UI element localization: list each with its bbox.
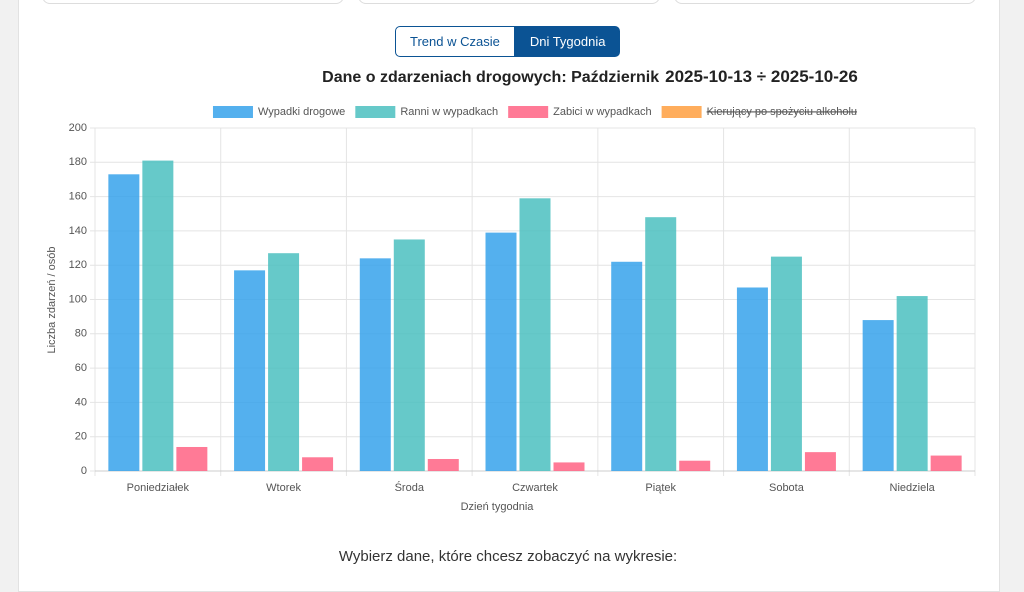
bar bbox=[770, 256, 802, 471]
x-tick-label: Niedziela bbox=[890, 482, 936, 494]
bar bbox=[427, 458, 459, 471]
x-tick-label: Sobota bbox=[769, 482, 805, 494]
tab[interactable]: Dni Tygodnia bbox=[514, 26, 621, 57]
chart: Dane o zdarzeniach drogowych: Październi… bbox=[46, 67, 976, 513]
y-tick-label: 160 bbox=[69, 191, 87, 203]
y-tick-label: 140 bbox=[69, 225, 87, 237]
prompt: Wybierz dane, które chcesz zobaczyć na w… bbox=[338, 548, 678, 565]
legend-label: Wypadki drogowe bbox=[258, 106, 345, 118]
bar bbox=[611, 261, 643, 471]
y-tick-label: 60 bbox=[75, 362, 87, 374]
x-tick-label: Piątek bbox=[645, 482, 676, 494]
bar bbox=[519, 198, 551, 471]
tab-bar: Trend w Czasie Dni Tygodnia bbox=[395, 26, 621, 57]
bar bbox=[930, 455, 962, 471]
bar bbox=[553, 462, 585, 471]
chart-title: Dane o zdarzeniach drogowych: Październi… bbox=[322, 67, 858, 86]
x-axis-label: Dzień tygodnia bbox=[461, 501, 535, 513]
y-tick-label: 120 bbox=[69, 259, 87, 271]
bar bbox=[804, 452, 836, 471]
y-tick-label: 40 bbox=[75, 396, 87, 408]
y-tick-label: 80 bbox=[75, 328, 87, 340]
bar bbox=[736, 287, 768, 471]
y-tick-label: 180 bbox=[69, 156, 87, 168]
y-tick-label: 100 bbox=[69, 293, 87, 305]
bar bbox=[645, 217, 677, 471]
bar bbox=[268, 253, 300, 471]
tab[interactable]: Trend w Czasie bbox=[395, 26, 515, 57]
legend-swatch bbox=[508, 106, 549, 118]
x-tick-label: Czwartek bbox=[512, 482, 558, 494]
legend-swatch bbox=[661, 106, 702, 118]
bar bbox=[234, 270, 266, 471]
legend-label: Zabici w wypadkach bbox=[553, 106, 651, 118]
bar bbox=[896, 296, 928, 471]
y-axis-label: Liczba zdarzeń / osób bbox=[46, 246, 58, 353]
bar bbox=[302, 457, 334, 471]
legend-label: Ranni w wypadkach bbox=[400, 106, 498, 118]
page: Trend w Czasie Dni Tygodnia Dane o zdarze… bbox=[18, 0, 1000, 592]
y-tick-label: 0 bbox=[81, 465, 87, 477]
bar bbox=[485, 232, 517, 471]
bar bbox=[679, 460, 711, 471]
y-tick-label: 200 bbox=[69, 122, 87, 134]
legend-label: Kierujący po spożyciu alkoholu bbox=[707, 106, 857, 118]
y-tick-label: 20 bbox=[75, 431, 87, 443]
x-tick-label: Środa bbox=[395, 481, 425, 494]
legend-swatch bbox=[355, 106, 396, 118]
date-range: 2025-10-13 ÷ 2025-10-26 bbox=[665, 67, 858, 86]
bar bbox=[359, 258, 391, 471]
bar bbox=[393, 239, 425, 471]
title-text: Dane o zdarzeniach drogowych: Październi… bbox=[322, 69, 659, 86]
x-tick-label: Poniedziałek bbox=[127, 482, 190, 494]
bar bbox=[176, 446, 208, 471]
bar bbox=[862, 320, 894, 471]
bar bbox=[142, 160, 174, 471]
legend-swatch bbox=[212, 106, 253, 118]
bar bbox=[108, 174, 140, 471]
x-tick-label: Wtorek bbox=[266, 482, 301, 494]
